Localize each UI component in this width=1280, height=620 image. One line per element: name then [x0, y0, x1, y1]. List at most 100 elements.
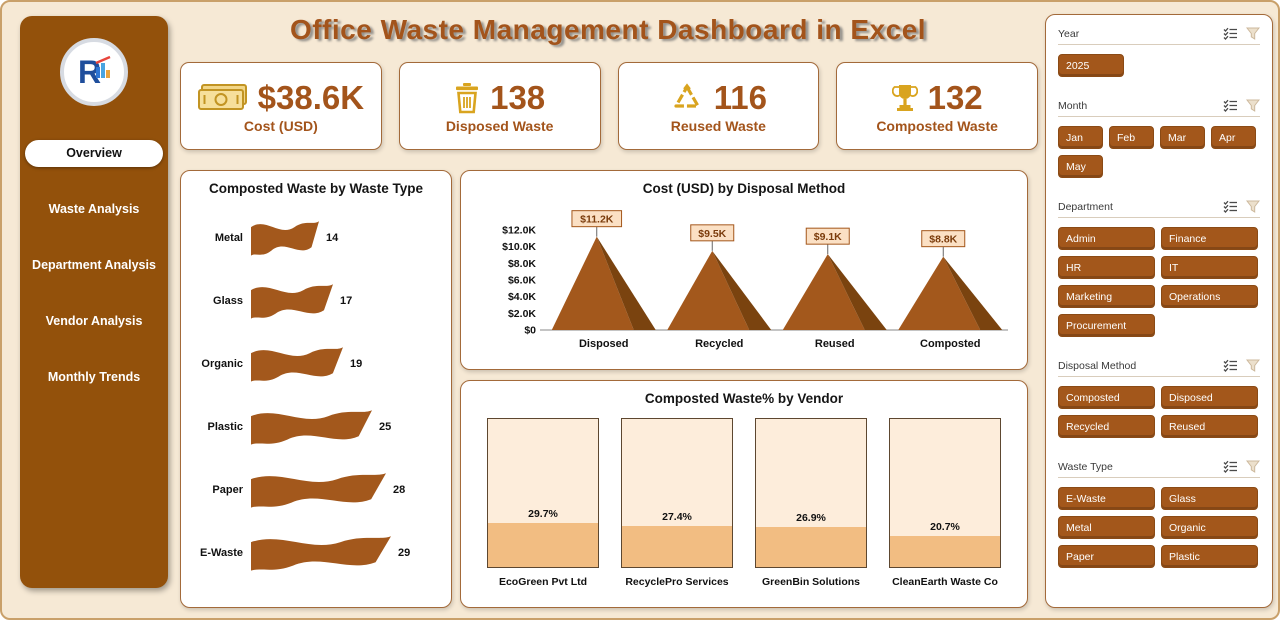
filter-option-admin[interactable]: Admin	[1058, 227, 1155, 250]
sidebar-item-vendor-analysis[interactable]: Vendor Analysis	[45, 314, 143, 328]
filter-option-it[interactable]: IT	[1161, 256, 1258, 279]
clear-filter-icon[interactable]	[1246, 460, 1260, 473]
kpi-value: $38.6K	[257, 78, 365, 116]
kpi-card-reused: 116 Reused Waste	[617, 62, 820, 150]
filter-option-reused[interactable]: Reused	[1161, 415, 1258, 438]
vendor-name: CleanEarth Waste Co	[892, 576, 998, 588]
value-label: $11.2K	[580, 214, 614, 226]
pyramid-right-face	[943, 256, 1003, 330]
sidebar-item-overview[interactable]: Overview	[25, 140, 163, 167]
vendor-column-ecogreen-pvt-ltd: 29.7% EcoGreen Pvt Ltd	[487, 418, 599, 588]
sidebar-item-waste-analysis[interactable]: Waste Analysis	[48, 202, 140, 216]
funnel-row-plastic: Plastic 25	[181, 395, 451, 458]
filter-section-waste-type: Waste Type E-Waste Glass Metal Organic Paper P…	[1058, 456, 1260, 573]
multiselect-icon[interactable]	[1223, 460, 1238, 473]
trash-icon	[456, 82, 479, 113]
category-label: Paper	[212, 483, 243, 496]
y-tick-label: $8.0K	[508, 258, 536, 270]
y-tick-label: $10.0K	[502, 241, 536, 253]
value-label: $9.5K	[698, 228, 726, 240]
multiselect-icon[interactable]	[1223, 27, 1238, 40]
filter-header-waste-type: Waste Type	[1058, 456, 1260, 478]
value-label: $8.8K	[929, 234, 957, 246]
filter-option-procurement[interactable]: Procurement	[1058, 314, 1155, 337]
y-tick-label: $2.0K	[508, 308, 536, 320]
filter-options: Jan Feb Mar Apr May	[1058, 117, 1260, 183]
chart-title: Composted Waste by Waste Type	[208, 181, 424, 196]
filter-option-jan[interactable]: Jan	[1058, 126, 1103, 149]
funnel-row-e-waste: E-Waste 29	[181, 521, 451, 584]
ribbon-shape	[251, 535, 391, 571]
chart-title: Composted Waste% by Vendor	[644, 391, 844, 406]
logo-icon: R	[78, 54, 111, 90]
filter-option-recycled[interactable]: Recycled	[1058, 415, 1155, 438]
funnel-row-metal: Metal 14	[181, 206, 451, 269]
filter-option-feb[interactable]: Feb	[1109, 126, 1154, 149]
kpi-top: $38.6K	[197, 78, 365, 117]
filter-sections: Year 2025 Month Jan Feb Mar Apr May Department Ad…	[1058, 23, 1260, 573]
clear-filter-icon[interactable]	[1246, 200, 1260, 213]
kpi-top: 116	[670, 79, 767, 117]
x-axis-label: Reused	[815, 338, 855, 350]
filter-header-department: Department	[1058, 196, 1260, 218]
filter-option-apr[interactable]: Apr	[1211, 126, 1256, 149]
filter-options: Admin Finance HR IT Marketing Operations Procu…	[1058, 218, 1260, 342]
filter-option-operations[interactable]: Operations	[1161, 285, 1258, 308]
kpi-card-cost: $38.6K Cost (USD)	[180, 62, 382, 150]
filter-option-hr[interactable]: HR	[1058, 256, 1155, 279]
funnel-row-organic: Organic 19	[181, 332, 451, 395]
pyramid-svg: $12.0K $10.0K $8.0K $6.0K $4.0K $2.0K $0 $11.2K…	[502, 210, 1008, 350]
filter-header-icons	[1223, 200, 1260, 213]
multiselect-icon[interactable]	[1223, 359, 1238, 372]
vendor-chart-panel: Composted Waste% by Vendor 29.7% EcoGreen…	[460, 380, 1028, 608]
percent-label: 20.7%	[930, 521, 960, 534]
filter-option-marketing[interactable]: Marketing	[1058, 285, 1155, 308]
filter-header-icons	[1223, 27, 1260, 40]
filter-option-e-waste[interactable]: E-Waste	[1058, 487, 1155, 510]
pyramid-left-face	[667, 250, 750, 330]
filter-option-plastic[interactable]: Plastic	[1161, 545, 1258, 568]
filter-header-disposal-method: Disposal Method	[1058, 355, 1260, 377]
filter-option-organic[interactable]: Organic	[1161, 516, 1258, 539]
value-callout	[690, 224, 735, 242]
vendor-box: 20.7%	[889, 418, 1001, 568]
filter-option-may[interactable]: May	[1058, 155, 1103, 178]
sidebar-item-department-analysis[interactable]: Department Analysis	[32, 258, 156, 272]
y-tick-label: $4.0K	[508, 291, 536, 303]
filter-label: Department	[1058, 200, 1113, 213]
waste-type-chart-panel: Composted Waste by Waste Type Metal 14 Gla…	[180, 170, 452, 608]
clear-filter-icon[interactable]	[1246, 359, 1260, 372]
filter-option-composted[interactable]: Composted	[1058, 386, 1155, 409]
kpi-top: 132	[891, 79, 983, 117]
filter-header-month: Month	[1058, 95, 1260, 117]
kpi-value: 138	[490, 78, 546, 116]
filter-option-metal[interactable]: Metal	[1058, 516, 1155, 539]
filter-option-disposed[interactable]: Disposed	[1161, 386, 1258, 409]
sidebar-item-monthly-trends[interactable]: Monthly Trends	[47, 370, 141, 384]
filter-section-disposal-method: Disposal Method Composted Disposed Recycled…	[1058, 355, 1260, 443]
filter-option-glass[interactable]: Glass	[1161, 487, 1258, 510]
value-label: 28	[393, 483, 406, 496]
category-label: Organic	[201, 357, 243, 370]
vendor-box: 29.7%	[487, 418, 599, 568]
x-axis-label: Disposed	[579, 338, 629, 350]
value-callout	[571, 210, 623, 228]
multiselect-icon[interactable]	[1223, 200, 1238, 213]
money-icon	[197, 83, 247, 110]
filter-option-2025[interactable]: 2025	[1058, 54, 1124, 77]
filter-header-icons	[1223, 359, 1260, 372]
clear-filter-icon[interactable]	[1246, 99, 1260, 112]
filter-option-finance[interactable]: Finance	[1161, 227, 1258, 250]
filter-section-department: Department Admin Finance HR IT Marketing Opera…	[1058, 196, 1260, 342]
clear-filter-icon[interactable]	[1246, 27, 1260, 40]
trophy-icon	[891, 84, 918, 111]
vendor-box: 26.9%	[755, 418, 867, 568]
filter-option-mar[interactable]: Mar	[1160, 126, 1205, 149]
multiselect-icon[interactable]	[1223, 99, 1238, 112]
filter-option-paper[interactable]: Paper	[1058, 545, 1155, 568]
value-label: 17	[340, 294, 353, 307]
kpi-label: Composted Waste	[876, 117, 998, 134]
filter-label: Waste Type	[1058, 460, 1113, 473]
percent-label: 27.4%	[662, 511, 692, 524]
recycle-icon	[674, 82, 700, 108]
